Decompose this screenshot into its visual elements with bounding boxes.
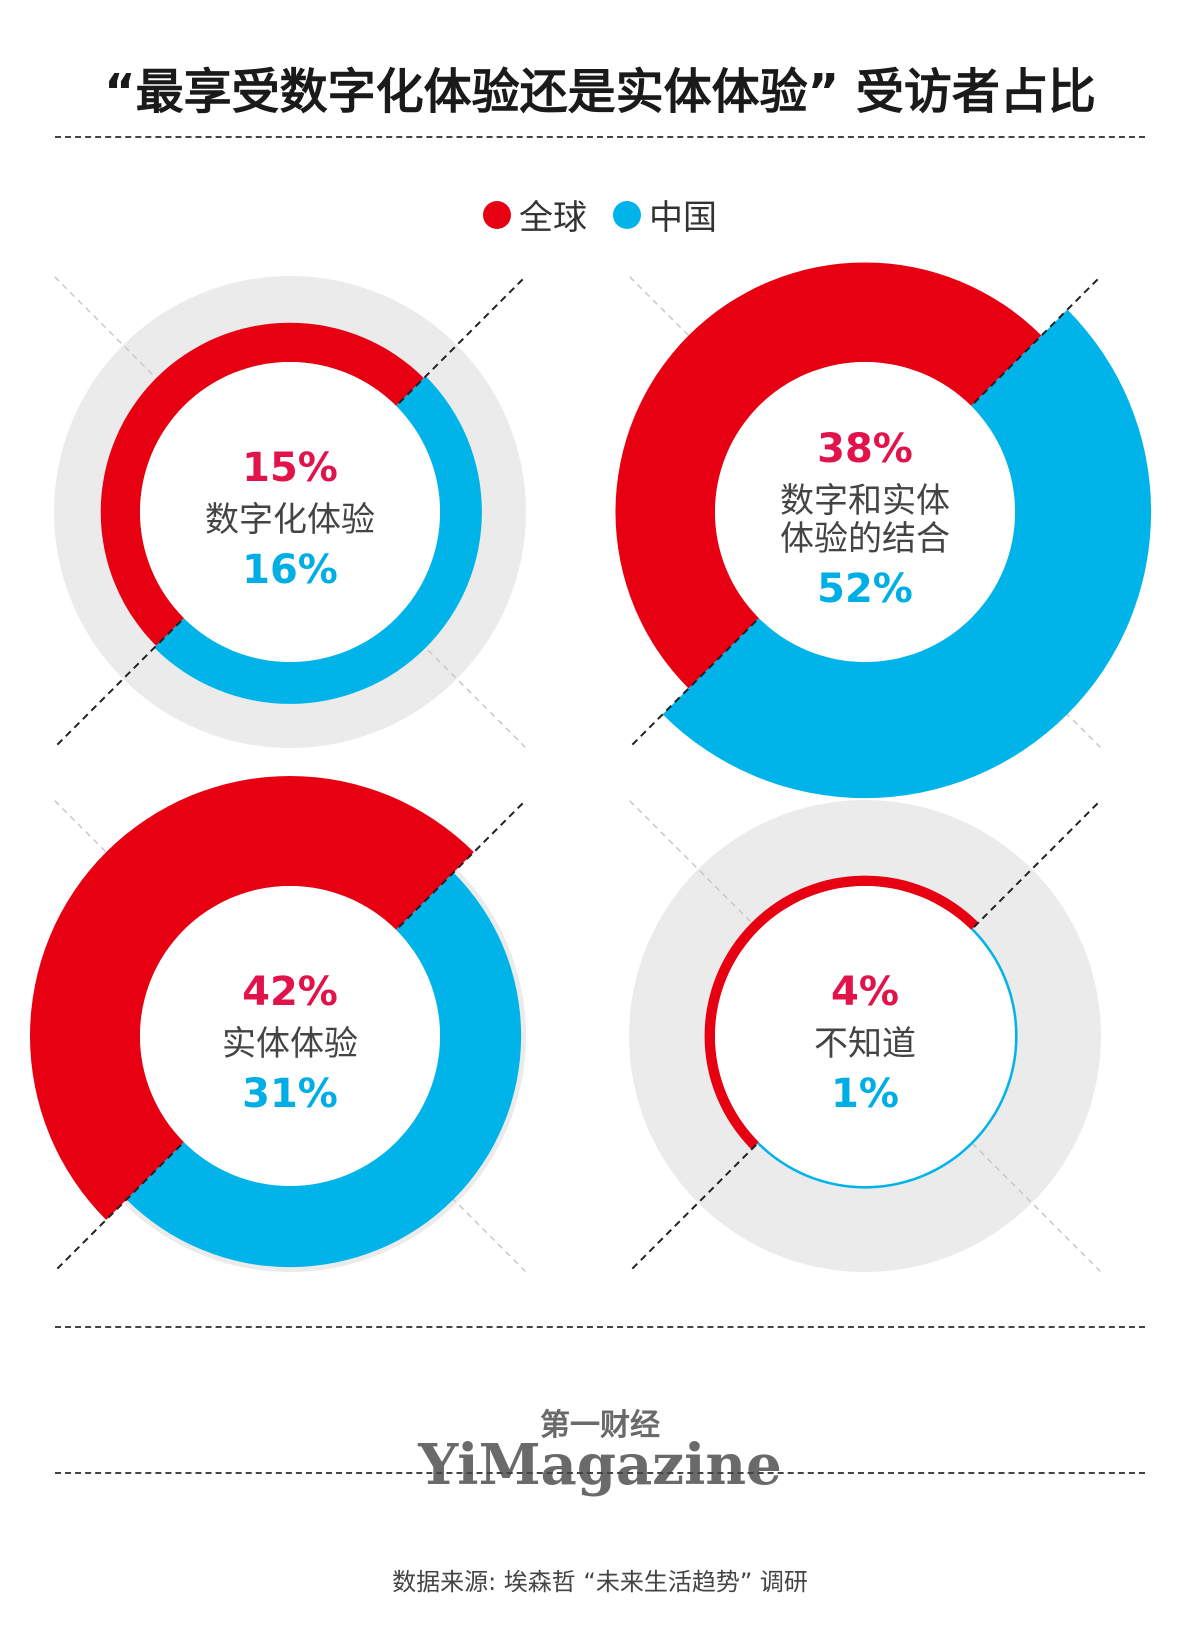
donut-hole [715,362,1015,662]
china-arc [126,872,522,1268]
legend-label-global: 全球 [519,198,587,238]
category-label: 数字化体验 [205,500,375,540]
global-arc [704,875,979,1150]
global-value-label: 38% [817,426,913,472]
brand-logo-en: YiMagazine [418,1432,782,1498]
top-divider [55,136,1145,138]
brand-logo-cn: 第一财经 [540,1408,660,1443]
global-arc [29,776,474,1220]
china-value-label: 16% [242,547,338,593]
middle-divider [55,1326,1145,1328]
china-arc [662,309,1152,799]
data-source: 数据来源: 埃森哲 “未来生活趋势” 调研 [392,1568,808,1596]
china-arc [154,376,482,704]
global-arc [100,322,424,646]
split-line [398,275,527,404]
split-line [628,620,757,749]
split-line [398,799,527,928]
split-line [53,1144,182,1273]
split-line [973,799,1102,928]
legend-swatch-global [483,200,511,229]
category-label: 实体体验 [222,1024,358,1064]
split-line [973,275,1102,404]
legend-swatch-china [613,200,641,229]
bottom-divider [55,1472,1145,1474]
china-value-label: 31% [242,1071,338,1117]
global-value-label: 4% [831,969,899,1015]
global-arc [615,262,1042,689]
china-arc [757,928,1018,1189]
global-value-label: 15% [242,445,338,491]
category-label: 不知道 [814,1024,916,1064]
chart-title: “最享受数字化体验还是实体体验” 受访者占比 [104,64,1096,120]
donut-hole [140,886,440,1186]
split-line [53,620,182,749]
category-label: 体验的结合 [780,519,950,559]
china-value-label: 1% [831,1071,899,1117]
legend-item-china: 中国 [613,190,717,239]
donut-hole [140,362,440,662]
category-label: 数字和实体 [780,481,950,521]
legend-label-china: 中国 [649,198,717,238]
china-value-label: 52% [817,566,913,612]
donut-hole [715,886,1015,1186]
legend: 全球 中国 [0,190,1200,239]
split-line [628,1144,757,1273]
legend-item-global: 全球 [483,190,587,239]
global-value-label: 42% [242,969,338,1015]
